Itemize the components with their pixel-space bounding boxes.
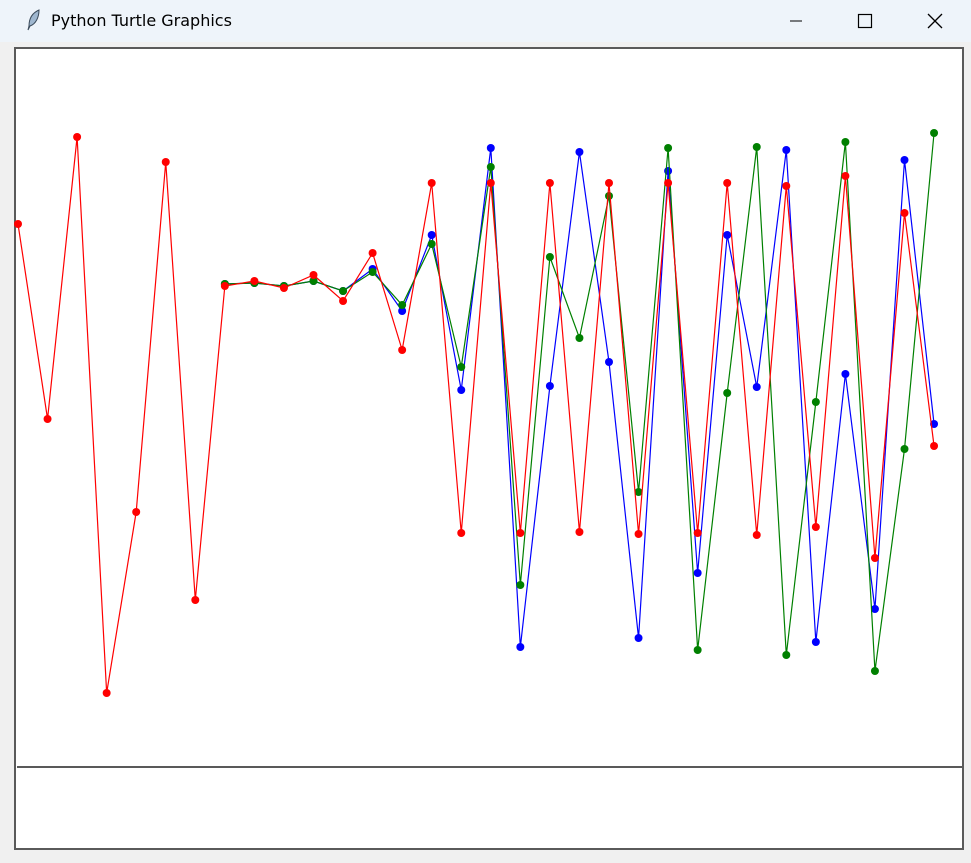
series-0-point-23 [693, 569, 702, 577]
close-icon [927, 13, 943, 29]
series-1-point-29 [870, 667, 879, 675]
series-2-point-14 [427, 179, 436, 187]
minimize-icon [790, 20, 802, 22]
series-1-point-16 [486, 163, 495, 171]
series-1-point-13 [398, 301, 407, 309]
series-2-point-12 [368, 249, 377, 257]
series-2-point-8 [250, 277, 259, 285]
series-1-point-31 [930, 129, 939, 137]
series-0-point-25 [752, 383, 761, 391]
series-0-point-15 [457, 386, 466, 394]
series-2-point-9 [279, 284, 288, 292]
series-2-point-18 [545, 179, 554, 187]
close-button[interactable] [906, 0, 964, 42]
series-2-point-1 [43, 415, 52, 423]
series-2-point-16 [486, 179, 495, 187]
series-0-point-16 [486, 144, 495, 152]
series-1-point-15 [457, 363, 466, 371]
series-1-point-26 [782, 651, 791, 659]
series-2-point-0 [14, 220, 22, 228]
series-1-point-23 [693, 646, 702, 654]
feather-icon [27, 9, 40, 31]
series-0-point-17 [516, 643, 525, 651]
series-2-point-24 [723, 179, 732, 187]
series-0-point-26 [782, 146, 791, 154]
series-2-point-2 [73, 133, 82, 141]
maximize-icon [857, 13, 873, 29]
series-2-point-3 [102, 689, 111, 697]
series-1-point-28 [841, 138, 850, 146]
series-0-point-14 [427, 231, 436, 239]
series-2-point-28 [841, 172, 850, 180]
series-line-2 [17, 136, 935, 694]
series-0-point-20 [605, 358, 613, 366]
series-0-point-27 [811, 638, 820, 646]
series-2-point-30 [900, 209, 909, 217]
series-0-point-29 [870, 605, 879, 613]
series-2-point-4 [132, 508, 141, 516]
series-2-point-7 [220, 282, 229, 290]
series-1-point-10 [309, 277, 318, 285]
series-2-point-19 [575, 528, 584, 536]
series-1-point-12 [368, 268, 377, 276]
series-2-point-26 [782, 182, 791, 190]
series-1-point-19 [575, 334, 584, 342]
minimize-button[interactable] [767, 0, 825, 42]
series-1-point-24 [723, 389, 732, 397]
series-2-point-15 [457, 529, 466, 537]
series-0-point-21 [634, 634, 643, 642]
series-1-point-17 [516, 581, 525, 589]
series-2-point-25 [752, 531, 761, 539]
series-0-point-28 [841, 370, 850, 378]
series-1-point-21 [634, 488, 643, 496]
series-2-point-21 [634, 530, 643, 538]
series-2-point-31 [930, 442, 939, 450]
series-line-0 [224, 147, 935, 648]
series-2-point-22 [664, 179, 673, 187]
series-2-point-20 [605, 179, 613, 187]
title-bar[interactable]: Python Turtle Graphics [0, 0, 971, 42]
series-2-point-5 [161, 158, 170, 166]
series-0-point-19 [575, 148, 584, 156]
series-2-point-13 [398, 346, 407, 354]
series-2-point-11 [339, 297, 348, 305]
series-1-point-27 [811, 398, 820, 406]
series-1-point-22 [664, 144, 673, 152]
series-2-point-10 [309, 271, 318, 279]
series-1-point-30 [900, 445, 909, 453]
series-1-point-11 [339, 287, 348, 295]
window-title: Python Turtle Graphics [51, 11, 232, 30]
series-2-point-27 [811, 523, 820, 531]
series-0-point-13 [398, 307, 407, 315]
series-0-point-18 [545, 382, 554, 390]
series-line-1 [224, 132, 935, 672]
series-2-point-23 [693, 529, 702, 537]
series-0-point-24 [723, 231, 732, 239]
maximize-button[interactable] [836, 0, 894, 42]
series-0-point-30 [900, 156, 909, 164]
series-2-point-29 [870, 554, 879, 562]
series-1-point-18 [545, 253, 554, 261]
series-1-point-20 [605, 192, 613, 200]
series-2-point-17 [516, 529, 525, 537]
series-1-point-14 [427, 240, 436, 248]
series-1-point-25 [752, 143, 761, 151]
series-2-point-6 [191, 596, 200, 604]
